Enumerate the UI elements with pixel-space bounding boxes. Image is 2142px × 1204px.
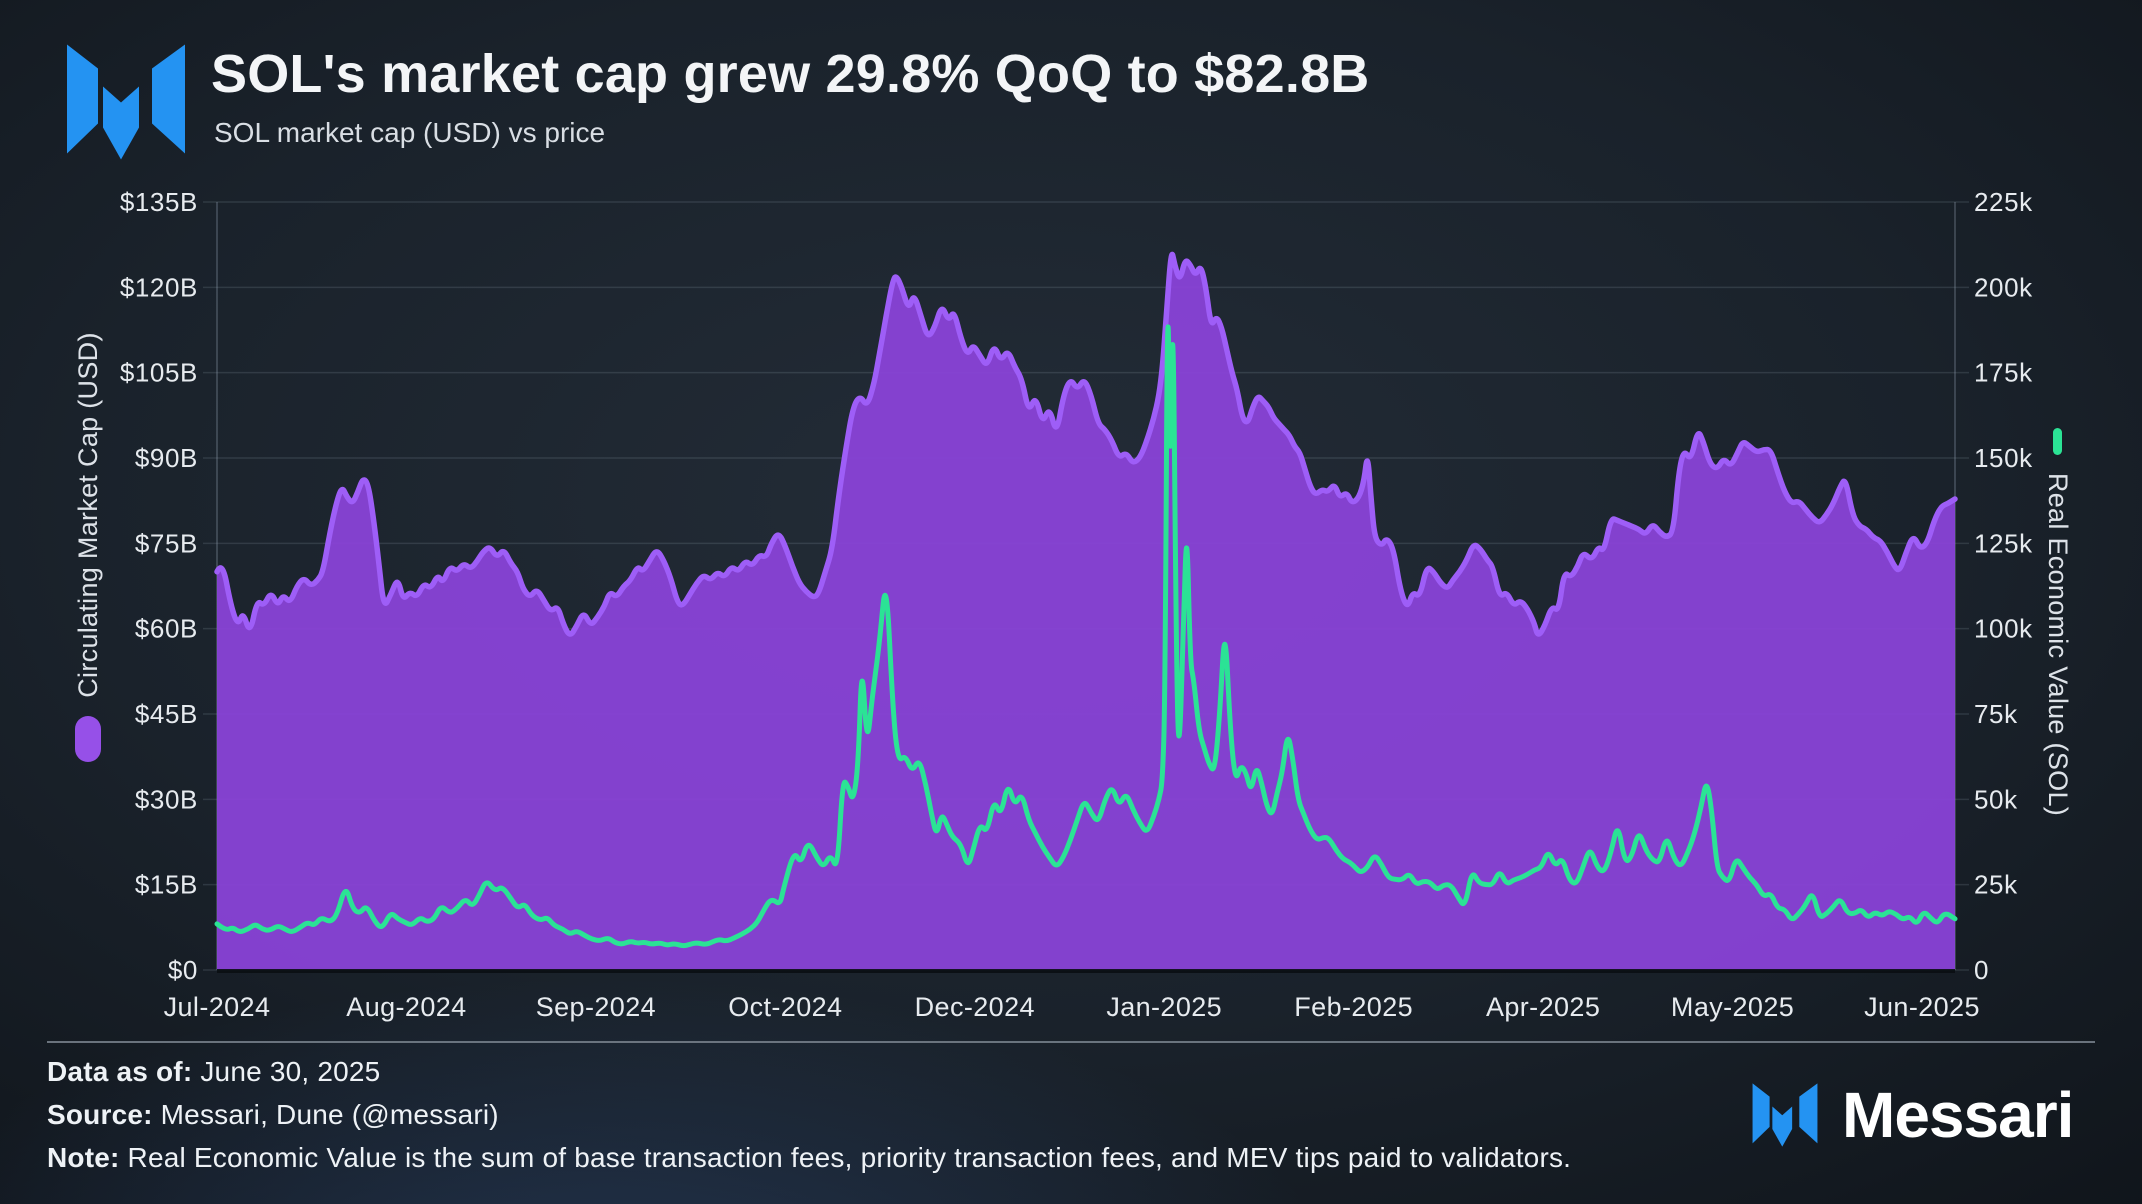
market-cap-area	[217, 254, 1955, 970]
x-axis-tick-label: Oct-2024	[728, 992, 842, 1022]
messari-logo-icon-small	[1752, 1081, 1818, 1149]
y-axis-tick-label-left: $45B	[135, 699, 198, 729]
y-axis-tick-label-right: 75k	[1974, 699, 2018, 729]
x-axis-tick-label: Apr-2025	[1486, 992, 1600, 1022]
y-axis-tick-label-left: $0	[168, 955, 198, 985]
footer-divider	[47, 1041, 2095, 1043]
x-axis-tick-label: Dec-2024	[915, 992, 1035, 1022]
y-axis-tick-label-right: 150k	[1974, 443, 2033, 473]
y-axis-tick-label-left: $120B	[120, 272, 198, 302]
left-axis-legend: Circulating Market Cap (USD)	[67, 267, 109, 827]
left-axis-title: Circulating Market Cap (USD)	[72, 332, 103, 698]
y-axis-tick-label-left: $60B	[135, 614, 198, 644]
chart-title: SOL's market cap grew 29.8% QoQ to $82.8…	[211, 44, 1370, 104]
data-as-of-value: June 30, 2025	[200, 1056, 381, 1087]
right-axis-legend: Real Economic Value (SOL)	[2037, 342, 2079, 902]
x-axis-tick-label: Jan-2025	[1106, 992, 1222, 1022]
messari-logo-icon	[66, 44, 186, 160]
note-row: Note: Real Economic Value is the sum of b…	[47, 1142, 1571, 1174]
rev-line	[214, 324, 1958, 949]
source-label: Source:	[47, 1099, 153, 1130]
x-axis-tick-label: May-2025	[1671, 992, 1794, 1022]
y-axis-tick-label-right: 0	[1974, 955, 1989, 985]
y-axis-tick-label-left: $15B	[135, 870, 198, 900]
note-label: Note:	[47, 1142, 120, 1173]
y-axis-tick-label-right: 175k	[1974, 358, 2033, 388]
x-axis-baseline	[217, 969, 1955, 973]
messari-wordmark: Messari	[1752, 1078, 2074, 1152]
brand-name: Messari	[1842, 1079, 2074, 1151]
rev-swatch-icon	[2053, 427, 2063, 455]
x-axis-tick-label: Feb-2025	[1294, 992, 1413, 1022]
data-as-of-row: Data as of: June 30, 2025	[47, 1056, 380, 1088]
y-axis-tick-label-right: 25k	[1974, 870, 2018, 900]
y-axis-tick-label-left: $30B	[135, 784, 198, 814]
y-axis-tick-label-left: $75B	[135, 528, 198, 558]
y-axis-tick-label-left: $90B	[135, 443, 198, 473]
y-axis-tick-label-right: 50k	[1974, 784, 2018, 814]
y-axis-tick-label-right: 100k	[1974, 614, 2033, 644]
y-axis-tick-label-left: $105B	[120, 358, 198, 388]
x-axis-tick-label: Jun-2025	[1864, 992, 1980, 1022]
y-axis-tick-label-right: 225k	[1974, 187, 2033, 217]
x-axis-tick-label: Jul-2024	[164, 992, 271, 1022]
source-value: Messari, Dune (@messari)	[160, 1099, 499, 1130]
y-axis-tick-label-right: 200k	[1974, 272, 2033, 302]
right-axis-title: Real Economic Value (SOL)	[2043, 472, 2074, 817]
x-axis-tick-label: Aug-2024	[346, 992, 466, 1022]
x-axis-tick-label: Sep-2024	[536, 992, 656, 1022]
data-as-of-label: Data as of:	[47, 1056, 193, 1087]
y-axis-tick-label-right: 125k	[1974, 528, 2033, 558]
market-cap-swatch-icon	[75, 715, 101, 762]
y-axis-tick-label-left: $135B	[120, 187, 198, 217]
note-value: Real Economic Value is the sum of base t…	[127, 1142, 1572, 1173]
source-row: Source: Messari, Dune (@messari)	[47, 1099, 499, 1131]
chart-subtitle: SOL market cap (USD) vs price	[214, 117, 606, 148]
market-cap-line	[214, 251, 1958, 637]
